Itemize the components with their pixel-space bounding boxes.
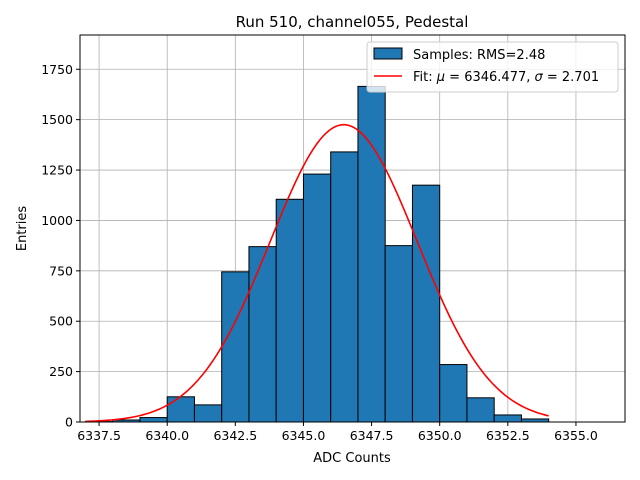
histogram-bar	[221, 271, 250, 423]
y-tick-label: 0	[65, 415, 73, 430]
y-axis-ticks: 0 250 500 750 1000 1250 1500 1750	[41, 62, 80, 430]
histogram-bar	[439, 364, 468, 423]
x-tick-label: 6345.0	[282, 428, 326, 443]
histogram-bar	[466, 397, 495, 423]
histogram-bars	[84, 85, 550, 423]
x-tick-label: 6350.0	[418, 428, 462, 443]
histogram-bar	[411, 184, 441, 423]
histogram-bar	[493, 414, 522, 423]
x-tick-label: 6352.5	[486, 428, 530, 443]
legend-mu-value: = 6346.477,	[445, 70, 534, 85]
chart-title: Run 510, channel055, Pedestal	[236, 13, 469, 31]
legend-sigma-symbol: σ	[535, 70, 544, 85]
y-tick-label: 750	[49, 263, 73, 278]
histogram-bar	[330, 151, 359, 423]
legend-fit-label: Fit: μ = 6346.477, σ = 2.701	[413, 70, 599, 85]
y-tick-label: 1250	[41, 163, 73, 178]
legend-samples-label: Samples: RMS=2.48	[413, 48, 545, 63]
x-tick-label: 6342.5	[213, 428, 257, 443]
histogram-bar	[248, 246, 277, 423]
y-tick-label: 1750	[41, 62, 73, 77]
y-tick-label: 1000	[41, 213, 73, 228]
legend-sigma-value: = 2.701	[543, 70, 599, 85]
histogram-bar	[357, 85, 386, 423]
legend-box	[366, 41, 619, 93]
legend-fit-prefix: Fit:	[413, 70, 437, 85]
legend-mu-symbol: μ	[436, 70, 445, 85]
histogram-bar	[384, 245, 413, 423]
legend-samples-swatch	[373, 47, 403, 60]
legend: Samples: RMS=2.48 Fit: μ = 6346.477, σ =…	[366, 41, 619, 93]
histogram-bar	[166, 396, 195, 423]
histogram-bar	[275, 198, 304, 423]
y-tick-label: 1500	[41, 112, 73, 127]
x-tick-label: 6337.5	[77, 428, 121, 443]
histogram-bar	[302, 173, 332, 423]
y-tick-label: 250	[49, 364, 73, 379]
y-tick-label: 500	[49, 314, 73, 329]
x-axis-label: ADC Counts	[313, 451, 391, 466]
plot-frame	[79, 34, 626, 423]
x-tick-label: 6347.5	[350, 428, 394, 443]
histogram-bar	[193, 404, 223, 423]
x-tick-label: 6340.0	[145, 428, 189, 443]
x-axis-ticks: 6337.5 6340.0 6342.5 6345.0 6347.5 6350.0 6352…	[77, 422, 598, 443]
x-tick-label: 6355.0	[554, 428, 598, 443]
fit-curve	[85, 123, 549, 423]
histogram-bar	[139, 417, 168, 423]
y-axis-label: Entries	[15, 206, 30, 252]
